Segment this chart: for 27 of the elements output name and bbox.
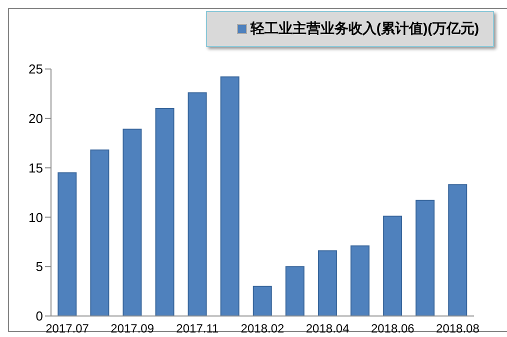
x-tick-label: 2018.06	[370, 322, 415, 336]
bar	[350, 245, 370, 316]
x-tick-label: 2017.11	[176, 322, 219, 336]
y-tick-label: 15	[28, 160, 43, 176]
bar	[416, 200, 435, 316]
bar	[155, 108, 174, 316]
bar	[318, 250, 337, 316]
bar	[383, 216, 402, 316]
y-tick-label: 5	[36, 259, 43, 274]
y-tick-label: 20	[28, 111, 43, 126]
y-tick-label: 10	[28, 210, 43, 225]
legend-label: 轻工业主营业务收入(累计值)(万亿元)	[249, 20, 479, 38]
y-tick-label: 0	[36, 308, 43, 324]
bar	[252, 286, 272, 316]
bar	[188, 92, 207, 316]
bar	[448, 184, 468, 316]
x-tick-label: 2018.04	[306, 322, 350, 336]
y-tick-label: 25	[28, 62, 43, 77]
x-tick-label: 2017.09	[110, 322, 154, 336]
bar	[58, 172, 77, 316]
x-tick-label: 2017.07	[46, 322, 90, 336]
x-tick-label: 2018.08	[436, 322, 480, 336]
bar	[285, 266, 304, 316]
x-tick-label: 2018.02	[240, 322, 285, 336]
bar	[90, 150, 110, 316]
bar	[220, 76, 240, 316]
bar	[122, 128, 142, 316]
